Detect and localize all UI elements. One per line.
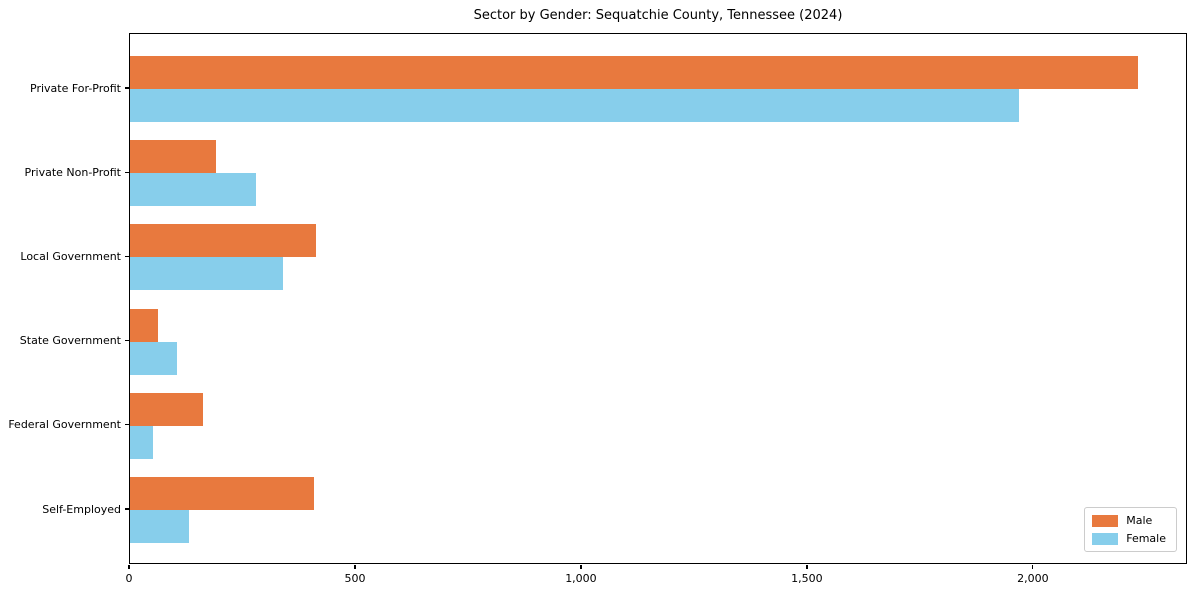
bar-male-6 [130,477,315,510]
x-tick-label: 1,500 [791,572,823,585]
plot-area: Male Female [129,33,1187,564]
legend-label: Male [1126,514,1153,527]
legend-item-male: Male [1092,514,1166,527]
y-tick-label: Local Government [20,249,121,263]
legend-label: Female [1126,532,1166,545]
chart-title: Sector by Gender: Sequatchie County, Ten… [473,8,843,23]
legend: Male Female [1084,507,1177,552]
y-tick-label: Private Non-Profit [24,165,121,179]
bar-female-5 [130,425,154,459]
bar-female-4 [130,341,177,375]
bar-male-3 [130,224,317,258]
legend-swatch-male [1092,514,1119,527]
legend-swatch-female [1092,532,1119,545]
bar-male-2 [130,140,216,174]
y-tick-mark [125,424,129,426]
y-tick-mark [125,255,129,257]
bar-male-4 [130,308,159,342]
bar-male-1 [130,56,1138,89]
bar-female-3 [130,257,284,291]
x-tick-mark [806,565,808,569]
y-tick-mark [125,87,129,89]
y-tick-label: Self-Employed [42,502,121,516]
bar-female-6 [130,510,190,543]
x-tick-label: 1,000 [565,572,597,585]
y-tick-mark [125,508,129,510]
x-tick-mark [1032,565,1034,569]
y-tick-mark [125,340,129,342]
y-tick-label: Private For-Profit [30,81,121,95]
bar-female-1 [130,89,1020,122]
x-tick-label: 500 [344,572,366,585]
y-tick-label: State Government [19,334,121,348]
legend-item-female: Female [1092,532,1166,545]
y-tick-mark [125,171,129,173]
x-tick-mark [354,565,356,569]
bar-male-5 [130,392,204,426]
x-tick-mark [128,565,130,569]
bar-female-2 [130,173,257,207]
x-tick-mark [580,565,582,569]
y-tick-label: Federal Government [8,418,121,432]
x-tick-label: 2,000 [1017,572,1049,585]
x-tick-label: 0 [125,572,133,585]
